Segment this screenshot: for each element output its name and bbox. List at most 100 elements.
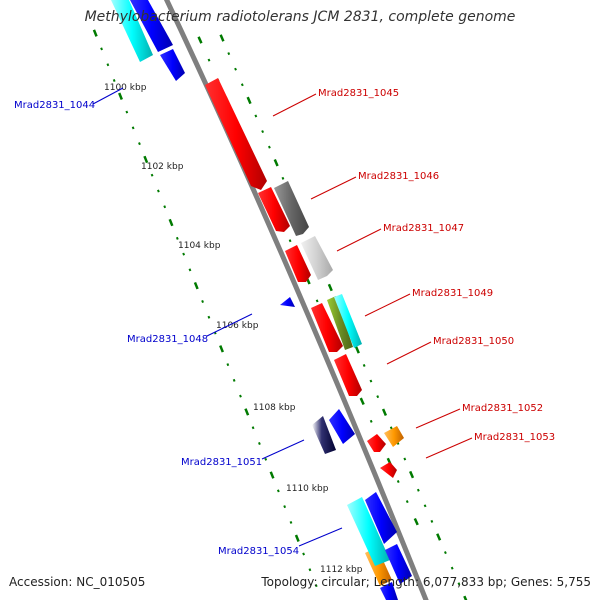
scale-label: 1104 kbp: [178, 241, 221, 251]
gene-olive[interactable]: [327, 296, 353, 350]
gene-label[interactable]: Mrad2831_1053: [474, 432, 555, 443]
gene-label[interactable]: Mrad2831_1051: [181, 457, 262, 468]
tick-mark: [396, 480, 400, 484]
tick-mark: [389, 426, 393, 430]
gene-label[interactable]: Mrad2831_1050: [433, 336, 514, 347]
tick-mark: [227, 52, 231, 56]
tick-mark: [188, 268, 192, 272]
reverse-leader-lines: [92, 87, 343, 547]
tick-marks: [92, 29, 468, 600]
tick-mark: [138, 142, 141, 146]
gene-blue-bottom-3[interactable]: [380, 582, 398, 600]
tick-mark: [207, 58, 211, 62]
tick-mark: [125, 110, 129, 114]
gene-mrad2831-1049[interactable]: [311, 303, 343, 352]
gene-label[interactable]: Mrad2831_1052: [462, 403, 543, 414]
tick-mark: [405, 500, 409, 504]
gene-mrad2831-1054[interactable]: [347, 497, 390, 566]
gene-mrad2831-1048[interactable]: [280, 297, 295, 307]
tick-mark: [444, 551, 447, 555]
gene-mrad2831-1051-navy[interactable]: [312, 416, 336, 454]
tick-mark: [288, 239, 292, 243]
genome-stats-text: Topology: circular; Length: 6,077,833 bp…: [261, 575, 591, 589]
gene-cyan-mid[interactable]: [334, 294, 362, 348]
tick-mark: [409, 470, 415, 479]
tick-mark: [163, 205, 167, 209]
gene-mrad2831-1044[interactable]: [111, 0, 153, 62]
tick-mark: [269, 471, 275, 479]
forward-leader-lines: [272, 93, 473, 459]
gene-red-small-2[interactable]: [380, 462, 397, 478]
tick-mark: [381, 408, 388, 416]
gene-blue-bottom-1[interactable]: [365, 492, 397, 544]
gene-mrad2831-1047[interactable]: [285, 245, 311, 282]
scale-labels: 1100 kbp 1102 kbp 1104 kbp 1106 kbp 1108…: [104, 83, 363, 575]
tick-mark: [273, 159, 279, 167]
gene-label[interactable]: Mrad2831_1048: [127, 334, 208, 345]
tick-mark: [314, 584, 318, 588]
map-title: Methylobacterium radiotolerans JCM 2831,…: [84, 9, 516, 25]
tick-mark: [423, 504, 427, 508]
tick-mark: [251, 426, 255, 430]
tick-mark: [450, 566, 454, 570]
tick-mark: [219, 345, 224, 353]
tick-mark: [413, 517, 419, 526]
tick-mark: [175, 236, 179, 240]
tick-mark: [118, 92, 123, 100]
scale-label: 1100 kbp: [104, 83, 147, 93]
gene-blue-top-2[interactable]: [160, 49, 185, 81]
tick-mark: [232, 378, 236, 382]
gene-label[interactable]: Mrad2831_1054: [218, 546, 299, 557]
gene-red-small-1[interactable]: [367, 434, 386, 452]
accession-text: Accession: NC_010505: [9, 575, 146, 589]
scale-label: 1110 kbp: [286, 484, 329, 494]
gene-blue-bottom-2[interactable]: [385, 544, 412, 584]
tick-mark: [369, 419, 373, 423]
tick-mark: [157, 189, 160, 193]
tick-mark: [182, 252, 186, 256]
tick-mark: [226, 363, 230, 367]
tick-mark: [246, 96, 252, 105]
gene-gray-light[interactable]: [301, 236, 333, 280]
tick-mark: [219, 34, 225, 42]
tick-mark: [201, 299, 204, 303]
gene-label[interactable]: Mrad2831_1047: [383, 223, 464, 234]
tick-mark: [315, 299, 319, 303]
gene-label[interactable]: Mrad2831_1045: [318, 88, 399, 99]
scale-label: 1106 kbp: [216, 321, 259, 331]
tick-mark: [143, 155, 149, 164]
tick-mark: [430, 519, 434, 523]
gene-label[interactable]: Mrad2831_1046: [358, 171, 439, 182]
tick-mark: [376, 395, 380, 399]
tick-mark: [276, 489, 280, 493]
tick-mark: [240, 83, 244, 87]
gene-blue-top-1[interactable]: [130, 0, 173, 52]
gene-label[interactable]: Mrad2831_1044: [14, 100, 95, 111]
reverse-gene-labels: Mrad2831_1044 Mrad2831_1048 Mrad2831_105…: [14, 100, 299, 557]
reverse-strand-genes: [111, 0, 412, 600]
gene-mrad2831-1046[interactable]: [258, 187, 290, 232]
tick-mark: [92, 29, 98, 37]
gene-mrad2831-1051[interactable]: [329, 409, 355, 444]
gene-mrad2831-1045[interactable]: [205, 78, 267, 190]
gene-label[interactable]: Mrad2831_1049: [412, 288, 493, 299]
scale-label: 1102 kbp: [141, 162, 184, 172]
tick-mark: [106, 63, 110, 67]
tick-mark: [308, 568, 312, 572]
tick-mark: [112, 79, 116, 82]
tick-mark: [369, 379, 373, 383]
tick-mark: [457, 582, 461, 586]
tick-mark: [403, 457, 407, 461]
tick-mark: [131, 126, 135, 130]
tick-mark: [463, 595, 468, 600]
tick-mark: [267, 145, 271, 149]
tick-mark: [258, 442, 261, 446]
tick-mark: [436, 533, 442, 541]
gene-gray-dark[interactable]: [274, 181, 309, 236]
gene-mrad2831-1050[interactable]: [334, 354, 362, 396]
tick-mark: [150, 173, 154, 177]
tick-mark: [362, 363, 366, 367]
gene-orange-small[interactable]: [384, 426, 404, 447]
tick-mark: [261, 130, 265, 134]
